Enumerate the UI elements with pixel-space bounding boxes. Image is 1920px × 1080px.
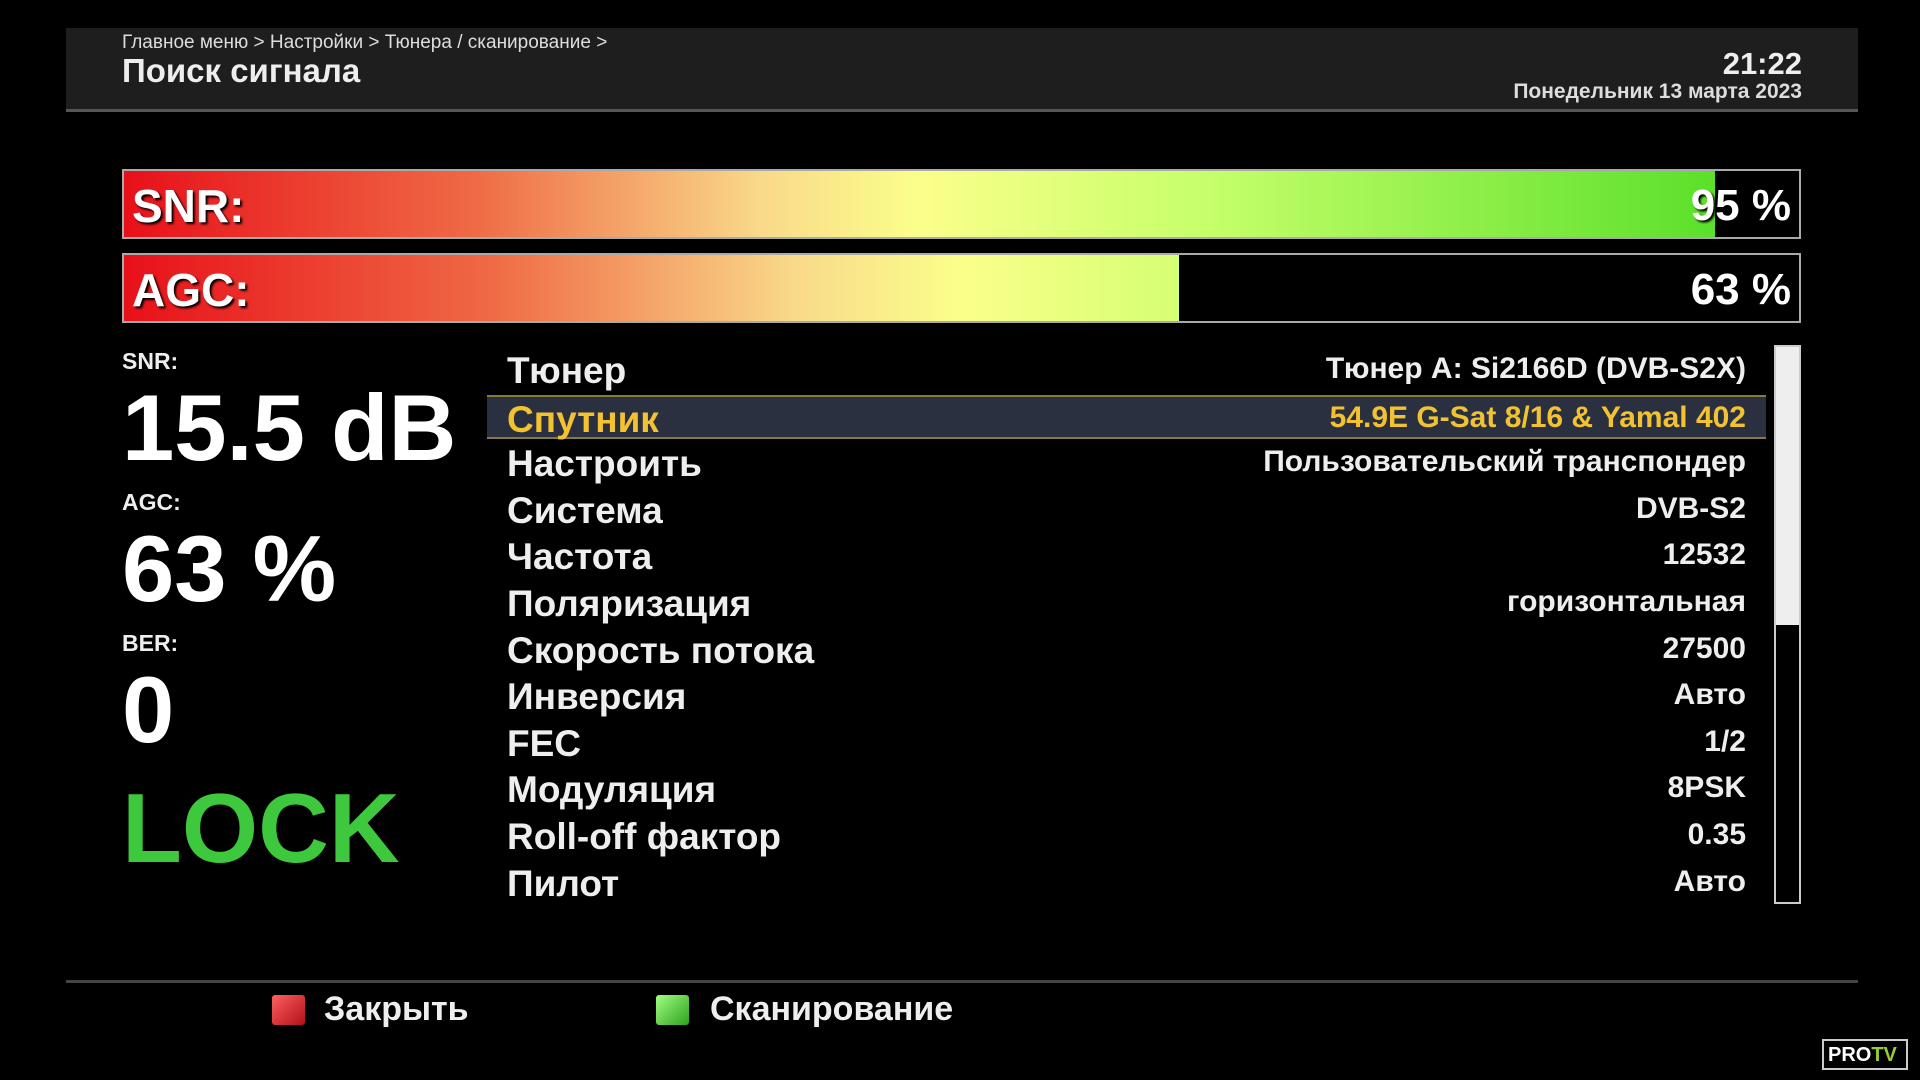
param-value: 1/2 xyxy=(1704,724,1746,758)
param-value: DVB-S2 xyxy=(1635,491,1746,525)
ber-label: BER: xyxy=(122,630,179,656)
param-label: Инверсия xyxy=(507,676,687,718)
agc-bar-label: AGC: xyxy=(132,264,250,316)
param-label: FEC xyxy=(507,722,581,764)
param-label: Поляризация xyxy=(507,583,752,624)
param-row[interactable]: Настроить Пользовательский транспондер xyxy=(487,441,1766,485)
footer-divider xyxy=(66,980,1858,983)
param-value: 0.35 xyxy=(1687,818,1746,851)
scrollbar-thumb[interactable] xyxy=(1776,347,1799,625)
agc-label: AGC: xyxy=(122,489,181,515)
scrollbar[interactable] xyxy=(1774,345,1801,904)
snr-value: 15.5 dB xyxy=(122,375,457,480)
param-value: 8PSK xyxy=(1667,771,1746,805)
param-value: Авто xyxy=(1673,864,1746,898)
param-label: Roll-off фактор xyxy=(507,816,782,857)
agc-bar: AGC: 63 % xyxy=(122,253,1801,323)
green-key-icon xyxy=(656,995,689,1025)
clock-date: Понедельник 13 марта 2023 xyxy=(1513,80,1802,103)
agc-value: 63 % xyxy=(122,516,337,621)
header-bar: Главное меню > Настройки > Тюнера / скан… xyxy=(66,28,1858,112)
snr-bar-label: SNR: xyxy=(132,180,245,232)
param-row[interactable]: FEC 1/2 xyxy=(487,721,1766,765)
param-value: Тюнер A: Si2166D (DVB-S2X) xyxy=(1325,352,1746,385)
param-row[interactable]: Тюнер Тюнер A: Si2166D (DVB-S2X) xyxy=(487,348,1766,392)
param-label: Система xyxy=(507,489,663,531)
snr-bar: SNR: 95 % xyxy=(122,169,1801,239)
param-label: Тюнер xyxy=(507,350,627,391)
ber-value: 0 xyxy=(122,657,175,762)
param-row[interactable]: Инверсия Авто xyxy=(487,674,1766,718)
param-row[interactable]: Частота 12532 xyxy=(487,534,1766,578)
param-value: горизонтальная xyxy=(1507,585,1746,618)
param-label: Настроить xyxy=(507,443,702,485)
param-label: Спутник xyxy=(507,398,659,440)
param-value: 12532 xyxy=(1662,538,1746,572)
param-label: Пилот xyxy=(507,862,620,904)
lock-status: LOCK xyxy=(122,773,400,883)
breadcrumb: Главное меню > Настройки > Тюнера / скан… xyxy=(122,32,608,53)
param-row[interactable]: Модуляция 8PSK xyxy=(487,767,1766,811)
param-label: Модуляция xyxy=(507,769,717,811)
param-value: 27500 xyxy=(1662,631,1746,665)
param-label: Частота xyxy=(507,536,653,578)
agc-bar-fill xyxy=(124,255,1180,321)
watermark-logo: PROTV xyxy=(1822,1039,1908,1070)
param-label: Скорость потока xyxy=(507,629,815,671)
param-row[interactable]: Roll-off фактор 0.35 xyxy=(487,814,1766,858)
param-row[interactable]: Система DVB-S2 xyxy=(487,488,1766,532)
param-row[interactable]: Спутник 54.9E G-Sat 8/16 & Yamal 402 xyxy=(487,394,1766,440)
close-button[interactable]: Закрыть xyxy=(324,990,469,1028)
snr-bar-value: 95 % xyxy=(1690,181,1791,230)
page-title: Поиск сигнала xyxy=(122,52,361,89)
agc-bar-value: 63 % xyxy=(1690,265,1791,314)
clock-time: 21:22 xyxy=(1722,46,1802,81)
snr-bar-fill xyxy=(124,171,1716,237)
param-value: 54.9E G-Sat 8/16 & Yamal 402 xyxy=(1329,400,1746,434)
snr-label: SNR: xyxy=(122,348,179,374)
red-key-icon xyxy=(272,995,305,1025)
param-row[interactable]: Пилот Авто xyxy=(487,861,1766,905)
param-row[interactable]: Скорость потока 27500 xyxy=(487,628,1766,672)
scan-button[interactable]: Сканирование xyxy=(710,990,954,1028)
param-value: Авто xyxy=(1673,678,1746,712)
param-value: Пользовательский транспондер xyxy=(1263,445,1746,479)
param-row[interactable]: Поляризация горизонтальная xyxy=(487,581,1766,625)
